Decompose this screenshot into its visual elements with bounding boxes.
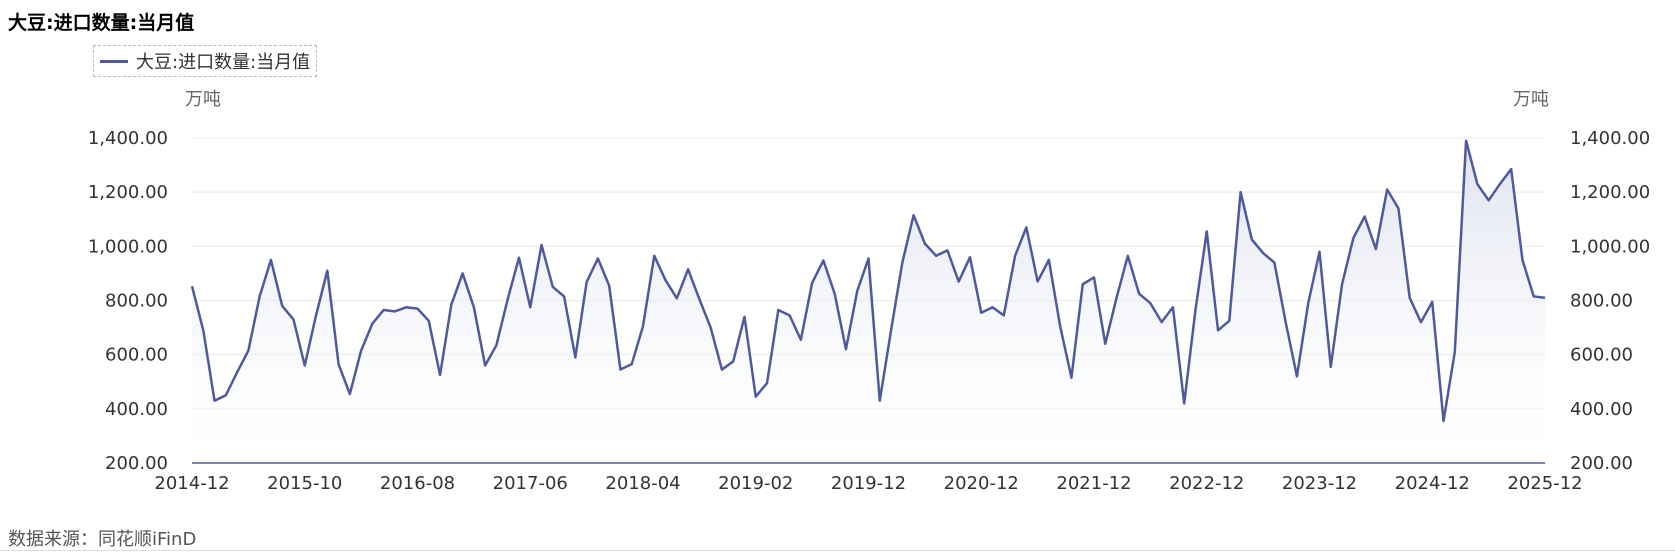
y-tick-label-right: 1,200.00 xyxy=(1570,182,1650,203)
y-tick-label-left: 1,200.00 xyxy=(88,182,168,203)
x-tick-label: 2018-04 xyxy=(605,473,680,494)
y-axis-unit-right: 万吨 xyxy=(1513,89,1549,110)
x-tick-label: 2024-12 xyxy=(1395,473,1470,494)
y-tick-label-right: 1,000.00 xyxy=(1570,236,1650,257)
legend[interactable]: 大豆:进口数量:当月值 xyxy=(93,45,318,77)
x-axis-ticks: 2014-12 2015-10 2016-08 2017-06 2018-04 2019-… xyxy=(154,473,1582,494)
chart-title: 大豆:进口数量:当月值 xyxy=(8,12,195,34)
y-axis-unit-left: 万吨 xyxy=(185,89,221,110)
y-tick-label-left: 200.00 xyxy=(105,453,168,474)
y-tick-label-right: 200.00 xyxy=(1570,453,1633,474)
x-tick-label: 2019-02 xyxy=(718,473,793,494)
y-tick-label-left: 600.00 xyxy=(105,345,168,366)
y-tick-label-right: 800.00 xyxy=(1570,291,1633,312)
divider xyxy=(0,550,1675,551)
series-area xyxy=(192,140,1545,463)
x-tick-label: 2025-12 xyxy=(1507,473,1582,494)
y-tick-label-left: 1,400.00 xyxy=(88,128,168,149)
x-tick-label: 2020-12 xyxy=(944,473,1019,494)
x-tick-label: 2019-12 xyxy=(831,473,906,494)
y-tick-label-right: 1,400.00 xyxy=(1570,128,1650,149)
x-tick-label: 2016-08 xyxy=(380,473,455,494)
x-tick-label: 2023-12 xyxy=(1282,473,1357,494)
y-tick-label-left: 1,000.00 xyxy=(88,236,168,257)
y-tick-label-right: 600.00 xyxy=(1570,345,1633,366)
y-tick-label-left: 800.00 xyxy=(105,291,168,312)
legend-swatch xyxy=(100,59,128,63)
legend-label: 大豆:进口数量:当月值 xyxy=(136,52,311,73)
data-source: 数据来源：同花顺iFinD xyxy=(8,529,197,550)
y-axis-left: 200.00 400.00 600.00 800.00 1,000.00 1,200.00… xyxy=(88,128,168,474)
series-line xyxy=(190,139,1546,423)
x-tick-label: 2021-12 xyxy=(1056,473,1131,494)
x-tick-label: 2014-12 xyxy=(154,473,229,494)
x-tick-label: 2015-10 xyxy=(267,473,342,494)
x-tick-label: 2022-12 xyxy=(1169,473,1244,494)
y-tick-label-left: 400.00 xyxy=(105,399,168,420)
y-tick-label-right: 400.00 xyxy=(1570,399,1633,420)
y-axis-right: 200.00 400.00 600.00 800.00 1,000.00 1,200.00… xyxy=(1570,128,1650,474)
x-tick-label: 2017-06 xyxy=(493,473,568,494)
